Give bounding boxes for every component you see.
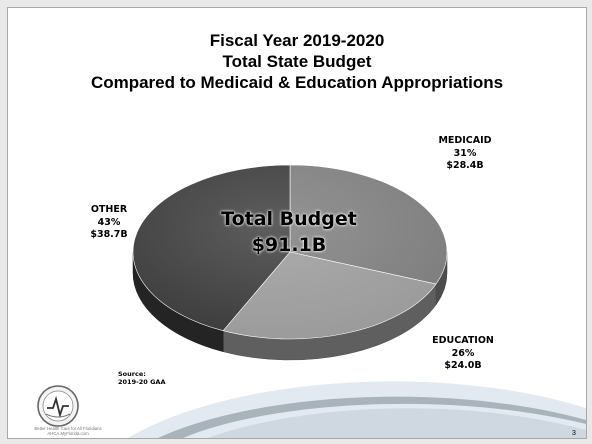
slide-title: Fiscal Year 2019-2020 Total State Budget… (8, 30, 586, 93)
title-line-3: Compared to Medicaid & Education Appropr… (90, 73, 504, 92)
education-amount: $24.0B (444, 360, 482, 371)
slide: Fiscal Year 2019-2020 Total State Budget… (7, 7, 587, 439)
swoosh-dark-band (158, 396, 586, 438)
agency-seal-logo (37, 385, 79, 427)
pie-center-label: Total Budget $91.1B (204, 206, 374, 258)
pie-chart (132, 164, 448, 361)
footer-line-2: AHCA.MyFlorida.com (47, 431, 89, 436)
medicaid-name: MEDICAID (438, 135, 492, 146)
label-medicaid: MEDICAID 31% $28.4B (420, 135, 510, 173)
center-label-line-2: $91.1B (251, 234, 327, 256)
medicaid-amount: $28.4B (446, 160, 484, 171)
education-name: EDUCATION (432, 335, 494, 346)
footer-tagline: Better Health Care for All Floridians AH… (13, 426, 123, 436)
pie-gloss (133, 165, 447, 339)
source-line-2: 2019-20 GAA (118, 378, 166, 386)
medicaid-percent: 31% (453, 147, 477, 159)
source-note: Source: 2019-20 GAA (118, 370, 166, 386)
other-name: OTHER (90, 204, 128, 215)
page-number: 3 (572, 430, 576, 437)
label-education: EDUCATION 26% $24.0B (418, 335, 508, 373)
footer-swoosh (128, 381, 586, 438)
title-line-1: Fiscal Year 2019-2020 (209, 31, 385, 50)
title-line-2: Total State Budget (222, 52, 372, 71)
center-label-line-1: Total Budget (221, 208, 357, 230)
education-percent: 26% (451, 347, 475, 359)
other-percent: 43% (97, 216, 121, 228)
other-amount: $38.7B (90, 229, 128, 240)
footer-line-1: Better Health Care for All Floridians (34, 426, 102, 431)
source-line-1: Source: (118, 370, 146, 378)
swoosh-mid-band (208, 408, 586, 438)
label-other: OTHER 43% $38.7B (74, 204, 144, 242)
